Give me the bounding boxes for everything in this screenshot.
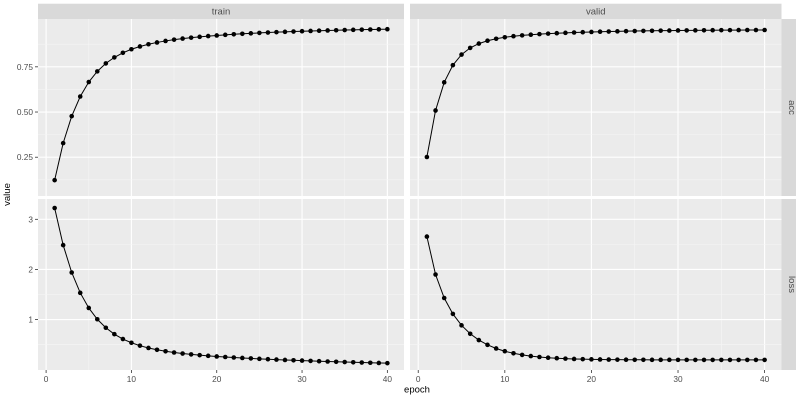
svg-text:valid: valid bbox=[586, 6, 606, 17]
svg-text:10: 10 bbox=[500, 374, 510, 384]
svg-text:loss: loss bbox=[786, 276, 797, 293]
svg-text:value: value bbox=[2, 183, 13, 206]
svg-text:3: 3 bbox=[28, 214, 33, 224]
svg-text:2: 2 bbox=[28, 264, 33, 274]
svg-text:20: 20 bbox=[587, 374, 597, 384]
svg-text:train: train bbox=[212, 6, 230, 17]
svg-text:40: 40 bbox=[760, 374, 770, 384]
svg-text:20: 20 bbox=[212, 374, 222, 384]
svg-text:0: 0 bbox=[44, 374, 49, 384]
svg-text:epoch: epoch bbox=[404, 385, 430, 396]
svg-text:1: 1 bbox=[28, 315, 33, 325]
svg-text:0: 0 bbox=[416, 374, 421, 384]
svg-text:0.50: 0.50 bbox=[17, 107, 34, 117]
svg-text:40: 40 bbox=[383, 374, 393, 384]
svg-text:30: 30 bbox=[673, 374, 683, 384]
svg-text:0.75: 0.75 bbox=[17, 62, 34, 72]
svg-text:0.25: 0.25 bbox=[17, 152, 34, 162]
svg-text:10: 10 bbox=[127, 374, 137, 384]
svg-text:30: 30 bbox=[297, 374, 307, 384]
svg-text:acc: acc bbox=[786, 100, 797, 115]
